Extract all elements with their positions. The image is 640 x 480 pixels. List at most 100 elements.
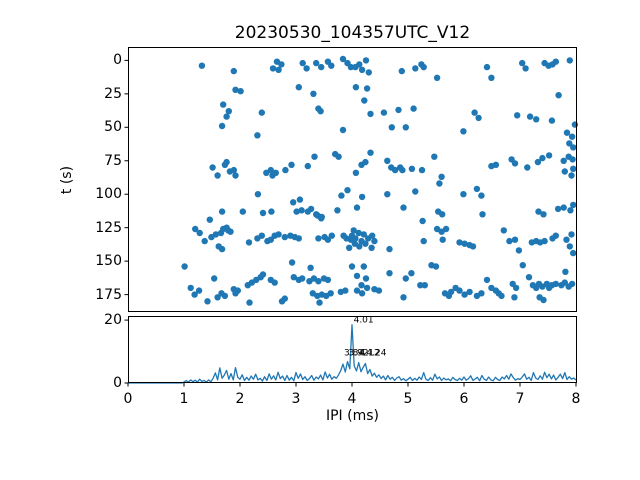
- scatter-point: [417, 282, 424, 289]
- scatter-point: [567, 207, 574, 214]
- scatter-point: [304, 162, 311, 170]
- scatter-point: [295, 84, 302, 91]
- scatter-point: [324, 236, 332, 243]
- scatter-point: [230, 166, 237, 174]
- scatter-point: [478, 290, 485, 297]
- scatter-point: [259, 271, 267, 278]
- scatter-point: [384, 157, 391, 164]
- scatter-point: [456, 239, 463, 246]
- scatter-point: [358, 161, 365, 168]
- scatter-point: [361, 97, 368, 104]
- scatter-point: [340, 232, 347, 239]
- scatter-point: [303, 65, 310, 72]
- scatter-point: [344, 187, 351, 194]
- axes-frame: [128, 47, 577, 312]
- scatter-point: [318, 213, 325, 221]
- scatter-point: [206, 216, 213, 223]
- scatter-plot: [124, 47, 579, 312]
- x-tick-label: 3: [291, 391, 301, 407]
- scatter-point: [447, 288, 455, 296]
- scatter-point: [534, 158, 542, 166]
- scatter-point: [352, 84, 360, 91]
- scatter-point: [398, 67, 405, 75]
- scatter-point: [245, 239, 253, 246]
- scatter-point: [421, 282, 428, 289]
- scatter-point: [299, 275, 306, 282]
- scatter-point: [552, 280, 559, 288]
- scatter-point: [360, 231, 367, 238]
- scatter-point: [438, 173, 445, 180]
- scatter-point: [386, 245, 393, 253]
- scatter-point: [275, 66, 282, 73]
- scatter-point: [232, 172, 239, 179]
- scatter-point: [296, 196, 304, 203]
- scatter-point: [315, 235, 322, 242]
- scatter-point: [304, 208, 311, 215]
- scatter-point: [218, 245, 226, 253]
- scatter-point: [335, 153, 342, 160]
- scatter-point: [328, 62, 335, 69]
- scatter-point: [181, 263, 188, 270]
- scatter-point: [358, 282, 365, 289]
- scatter-point: [469, 243, 477, 250]
- scatter-point: [519, 262, 526, 269]
- scatter-point: [281, 233, 288, 241]
- scatter-point: [353, 287, 361, 294]
- scatter-point: [324, 276, 332, 284]
- scatter-point: [342, 287, 349, 294]
- scatter-point: [313, 59, 320, 67]
- scatter-point: [363, 85, 371, 92]
- scatter-point: [191, 291, 198, 298]
- scatter-point: [460, 128, 467, 135]
- y-tick-label: 25: [104, 85, 122, 102]
- x-tick-label: 8: [571, 391, 581, 407]
- scatter-point: [275, 231, 282, 238]
- scatter-point: [356, 61, 363, 68]
- scatter-point: [391, 166, 399, 174]
- scatter-point: [566, 57, 573, 64]
- scatter-point: [271, 279, 278, 286]
- scatter-point: [431, 153, 438, 160]
- scatter-point: [456, 287, 463, 294]
- y-tick-label: 100: [95, 186, 122, 203]
- scatter-point: [432, 263, 440, 270]
- x-tick-label: 6: [459, 391, 469, 407]
- scatter-point: [353, 204, 361, 211]
- scatter-point: [288, 259, 296, 266]
- scatter-point: [254, 191, 262, 198]
- scatter-point: [568, 172, 575, 179]
- scatter-point: [412, 65, 419, 72]
- scatter-point: [223, 158, 230, 166]
- scatter-point: [535, 208, 542, 215]
- x-tick-label: 2: [235, 391, 245, 407]
- scatter-point: [418, 166, 426, 174]
- scatter-point: [218, 208, 226, 215]
- scatter-point: [471, 109, 478, 116]
- scatter-point: [358, 66, 366, 73]
- scatter-point: [560, 157, 567, 164]
- scatter-point: [420, 63, 427, 71]
- scatter-point: [346, 244, 353, 251]
- scatter-point: [475, 114, 482, 122]
- scatter-point: [439, 211, 446, 218]
- scatter-point: [195, 287, 203, 294]
- y-axis-label: t (s): [59, 165, 75, 195]
- scatter-point: [278, 61, 285, 68]
- scatter-point: [221, 292, 229, 300]
- scatter-point: [519, 59, 526, 67]
- scatter-point: [563, 236, 570, 243]
- scatter-point: [545, 152, 553, 159]
- figure-title: 20230530_104357UTC_V12: [234, 23, 471, 43]
- scatter-point: [560, 204, 567, 211]
- scatter-point: [412, 188, 419, 195]
- scatter-point: [272, 169, 279, 176]
- scatter-point: [318, 63, 325, 71]
- scatter-point: [196, 229, 203, 237]
- scatter-point: [290, 199, 297, 206]
- scatter-point: [400, 294, 407, 301]
- x-tick-label: 7: [515, 391, 525, 407]
- scatter-point: [293, 208, 300, 215]
- scatter-point: [526, 113, 534, 120]
- scatter-point: [483, 276, 491, 284]
- scatter-point: [355, 229, 362, 237]
